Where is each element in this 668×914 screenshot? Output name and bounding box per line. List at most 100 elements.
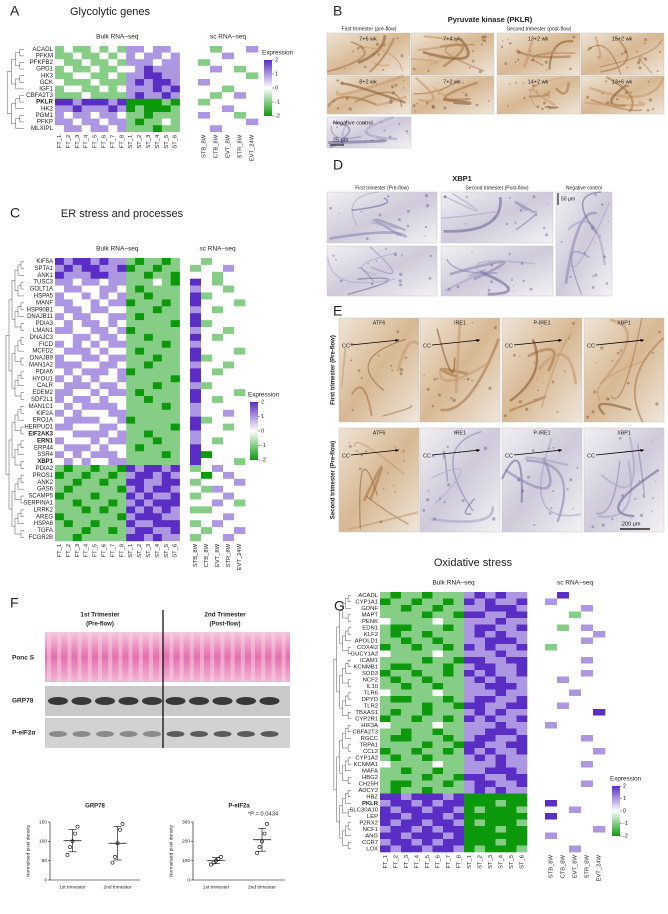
heatmap-cell xyxy=(516,813,528,820)
heatmap-cell xyxy=(190,361,202,369)
heatmap-cell xyxy=(90,396,100,404)
heatmap-cell xyxy=(545,644,558,651)
heatmap-cell xyxy=(63,499,74,507)
gene-label: CCR7 xyxy=(362,840,378,846)
nucleus xyxy=(594,362,597,364)
heatmap-cell xyxy=(161,382,171,390)
heatmap-cell xyxy=(170,506,180,514)
blot-lane-stripe xyxy=(128,633,133,681)
heatmap-cell xyxy=(117,416,127,424)
heatmap-cell xyxy=(432,702,444,710)
heatmap-cell xyxy=(223,478,235,486)
heatmap-cell xyxy=(464,709,475,716)
tissue-fold xyxy=(382,404,413,417)
heatmap-cell xyxy=(593,618,606,625)
column-label: FT_2 xyxy=(66,544,72,558)
heatmap-cell xyxy=(144,354,154,362)
heatmap-cell xyxy=(593,793,606,801)
nucleus xyxy=(472,50,474,52)
nucleus xyxy=(572,35,576,39)
heatmap-cell xyxy=(126,118,136,126)
gene-label: GPD1 xyxy=(36,66,53,73)
heatmap-cell xyxy=(108,320,118,328)
tissue-fold xyxy=(432,86,448,98)
heatmap-cell xyxy=(212,430,224,438)
heatmap-cell xyxy=(390,761,402,768)
heatmap-cell xyxy=(144,368,154,376)
heatmap-cell xyxy=(55,258,65,266)
heatmap-cell xyxy=(246,85,259,93)
heatmap-cell xyxy=(201,285,213,293)
heatmap-cell xyxy=(135,292,145,300)
heatmap-cell xyxy=(117,396,127,404)
heatmap-cell xyxy=(135,368,145,376)
gene-label: ICAM1 xyxy=(360,658,378,664)
heatmap-cell xyxy=(152,451,163,459)
heatmap-cell xyxy=(495,741,507,749)
heatmap-cell xyxy=(99,299,109,307)
heatmap-cell xyxy=(55,98,65,106)
heatmap-cell xyxy=(474,605,486,612)
tissue-fold xyxy=(441,211,497,219)
heatmap-cell xyxy=(464,800,475,807)
heatmap-cell xyxy=(90,285,100,293)
nucleus xyxy=(465,223,467,225)
heatmap-cell xyxy=(55,506,65,514)
heatmap-cell xyxy=(464,793,475,801)
gene-label: PDIA6 xyxy=(36,369,54,375)
nucleus xyxy=(338,212,340,215)
heatmap-cell xyxy=(126,451,136,459)
gene-label: XBP1 xyxy=(37,459,53,465)
heatmap-cell xyxy=(495,754,507,762)
heatmap-cell xyxy=(90,478,100,486)
nucleus xyxy=(605,282,609,285)
heatmap-cell xyxy=(117,118,127,126)
heatmap-cell xyxy=(223,409,235,417)
nucleus xyxy=(535,213,538,216)
tissue-fold xyxy=(368,37,396,73)
nucleus xyxy=(543,101,546,105)
heatmap-cell xyxy=(453,624,465,632)
nucleus xyxy=(340,81,344,85)
heatmap-cell xyxy=(569,657,582,664)
heatmap-cell xyxy=(453,813,465,820)
heatmap-cell xyxy=(170,485,180,493)
heatmap-cell xyxy=(190,423,202,431)
nucleus xyxy=(638,66,642,70)
heatmap-cell xyxy=(411,793,423,801)
gene-label: CYP1A2 xyxy=(355,755,378,761)
heatmap-cell xyxy=(569,839,582,846)
heatmap-cell xyxy=(380,780,391,788)
heatmap-cell xyxy=(81,271,91,279)
heatmap-cell xyxy=(234,513,246,521)
heatmap-cell xyxy=(135,465,145,473)
heatmap-cell xyxy=(81,59,91,67)
nucleus xyxy=(536,378,538,380)
image-label: 13+6 wk xyxy=(612,79,633,85)
heatmap-cell xyxy=(126,85,136,93)
heatmap-cell xyxy=(90,264,100,273)
heatmap-cell xyxy=(545,741,558,749)
micrograph xyxy=(419,427,501,533)
heatmap-cell xyxy=(464,657,475,664)
heatmap-cell xyxy=(81,444,91,452)
micrograph xyxy=(501,427,583,533)
heatmap-cell xyxy=(453,767,465,775)
heatmap-cell xyxy=(432,819,444,827)
heatmap-cell xyxy=(464,624,475,632)
heatmap-cell xyxy=(516,683,528,690)
heatmap-cell xyxy=(569,793,582,801)
heatmap-cell xyxy=(55,347,65,355)
heatmap-cell xyxy=(581,631,594,638)
heatmap-cell xyxy=(593,709,606,716)
heatmap-cell xyxy=(170,389,180,397)
heatmap-cell xyxy=(90,92,100,100)
tissue-fold xyxy=(357,35,387,65)
heatmap-cell xyxy=(201,430,213,438)
heatmap-cell xyxy=(117,333,127,342)
blot-lane-stripe xyxy=(240,633,245,681)
nucleus xyxy=(607,220,609,223)
panel-title: Pyruvate kinase (PKLR) xyxy=(448,15,533,24)
heatmap-cell xyxy=(55,513,65,521)
heatmap-cell xyxy=(443,702,454,710)
